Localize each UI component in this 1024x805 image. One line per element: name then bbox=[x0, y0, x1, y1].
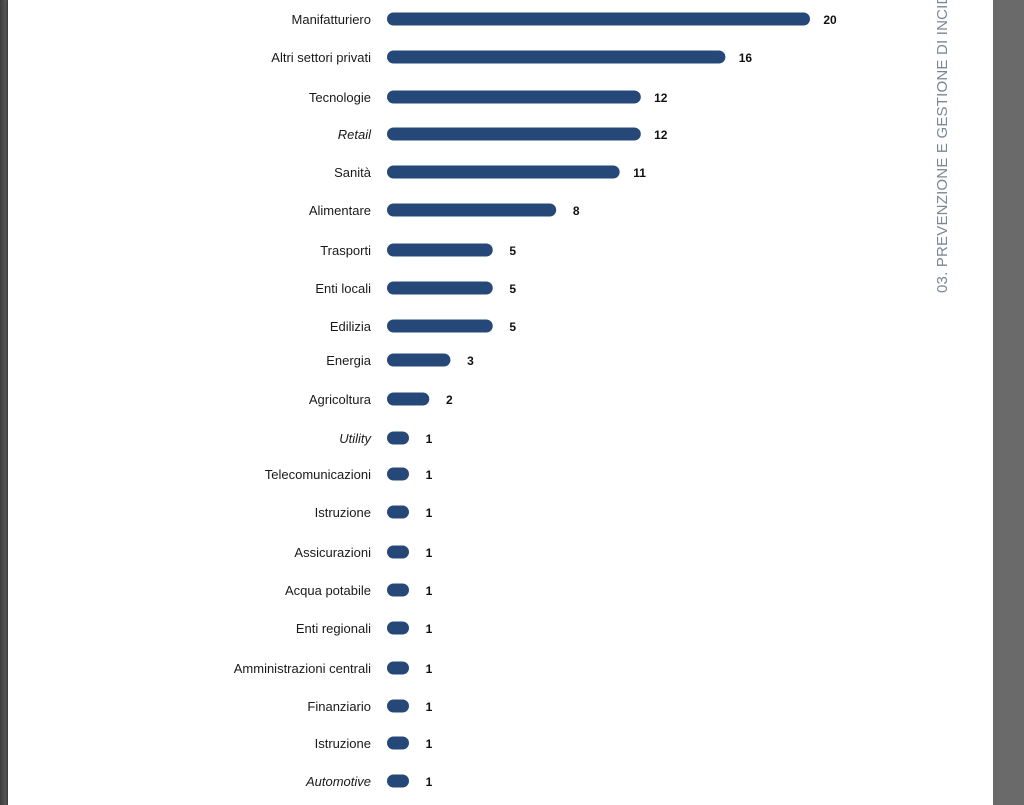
category-label: Edilizia bbox=[330, 319, 372, 334]
value-label: 1 bbox=[426, 468, 433, 482]
bar bbox=[387, 50, 726, 64]
bar bbox=[387, 90, 641, 104]
bar bbox=[387, 621, 409, 635]
bar bbox=[387, 583, 409, 597]
bar bbox=[387, 12, 810, 26]
bar bbox=[387, 736, 409, 750]
value-label: 1 bbox=[426, 737, 433, 751]
value-label: 11 bbox=[633, 166, 646, 180]
bar bbox=[387, 661, 409, 675]
category-label: Agricoltura bbox=[309, 392, 372, 407]
value-label: 5 bbox=[509, 244, 516, 258]
category-label: Amministrazioni centrali bbox=[234, 661, 371, 676]
category-label: Enti regionali bbox=[296, 621, 371, 636]
bar bbox=[387, 203, 557, 217]
value-label: 3 bbox=[467, 354, 474, 368]
bar bbox=[387, 505, 409, 519]
category-label: Sanità bbox=[334, 165, 372, 180]
value-label: 1 bbox=[426, 700, 433, 714]
bar bbox=[387, 699, 409, 713]
document-page: Manifatturiero 20 Altri settori privati 16 T… bbox=[8, 0, 993, 805]
category-label: Energia bbox=[326, 353, 372, 368]
bar bbox=[387, 165, 620, 179]
category-label: Manifatturiero bbox=[292, 12, 371, 27]
value-label: 12 bbox=[654, 91, 668, 105]
category-label: Finanziario bbox=[307, 699, 371, 714]
category-label: Istruzione bbox=[315, 505, 371, 520]
value-label: 1 bbox=[426, 584, 433, 598]
section-side-header: 03. PREVENZIONE E GESTIONE DI INCIDENTI … bbox=[934, 0, 951, 293]
category-label: Utility bbox=[339, 431, 372, 446]
category-label: Assicurazioni bbox=[294, 545, 371, 560]
category-label: Automotive bbox=[305, 774, 371, 789]
value-label: 12 bbox=[654, 128, 668, 142]
category-label: Telecomunicazioni bbox=[265, 467, 371, 482]
category-label: Acqua potabile bbox=[285, 583, 371, 598]
category-label: Trasporti bbox=[320, 243, 371, 258]
value-label: 5 bbox=[509, 282, 516, 296]
value-label: 1 bbox=[426, 662, 433, 676]
bar-chart: Manifatturiero 20 Altri settori privati 16 T… bbox=[234, 12, 837, 789]
bar bbox=[387, 392, 430, 406]
value-label: 16 bbox=[739, 51, 753, 65]
bar bbox=[387, 467, 409, 481]
value-label: 2 bbox=[446, 393, 453, 407]
bar bbox=[387, 243, 493, 257]
category-label: Tecnologie bbox=[309, 90, 371, 105]
category-label: Istruzione bbox=[315, 736, 371, 751]
bar bbox=[387, 774, 409, 788]
viewer-gutter bbox=[993, 0, 1024, 805]
value-label: 5 bbox=[509, 320, 516, 334]
bar bbox=[387, 545, 409, 559]
category-label: Retail bbox=[338, 127, 372, 142]
value-label: 8 bbox=[573, 204, 580, 218]
value-label: 1 bbox=[426, 432, 433, 446]
value-label: 1 bbox=[426, 506, 433, 520]
value-label: 1 bbox=[426, 622, 433, 636]
bar bbox=[387, 281, 493, 295]
category-label: Altri settori privati bbox=[271, 50, 371, 65]
bar bbox=[387, 319, 493, 333]
bar bbox=[387, 353, 451, 367]
value-label: 1 bbox=[426, 546, 433, 560]
category-label: Enti locali bbox=[315, 281, 371, 296]
value-label: 20 bbox=[823, 13, 837, 27]
bar bbox=[387, 431, 409, 445]
category-label: Alimentare bbox=[309, 203, 371, 218]
bar bbox=[387, 127, 641, 141]
value-label: 1 bbox=[426, 775, 433, 789]
